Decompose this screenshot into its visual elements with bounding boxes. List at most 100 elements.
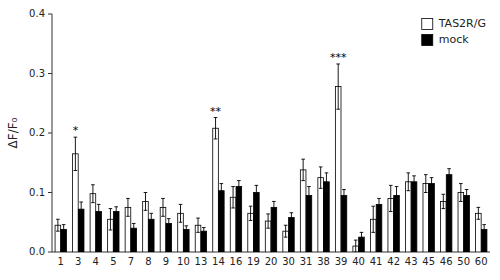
error-bar — [214, 118, 218, 139]
x-tick-label: 16 — [230, 256, 243, 267]
x-axis: 1345789101314161920303138394041424345465… — [52, 252, 490, 267]
error-cap — [459, 201, 463, 202]
error-bar — [249, 206, 253, 220]
error-cap — [290, 222, 294, 223]
error-bar — [202, 228, 206, 235]
error-bar — [430, 178, 434, 190]
error-cap — [371, 232, 375, 233]
error-bar — [132, 223, 136, 233]
error-line — [431, 178, 432, 190]
error-bar — [342, 190, 346, 202]
error-line — [81, 202, 82, 216]
error-line — [308, 187, 309, 205]
bar — [394, 195, 400, 252]
error-line — [396, 187, 397, 205]
error-cap — [202, 227, 206, 228]
error-line — [198, 218, 199, 232]
y-tick-label: 0.0 — [29, 246, 45, 257]
error-bar — [377, 198, 381, 210]
error-bar — [465, 190, 469, 202]
bar — [213, 128, 219, 252]
x-tick-label: 46 — [440, 256, 453, 267]
error-line — [478, 207, 479, 219]
legend-label: TAS2R/G — [438, 17, 486, 30]
error-bar — [62, 225, 66, 235]
bar — [219, 191, 225, 252]
x-tick-label: 8 — [145, 256, 151, 267]
error-line — [379, 198, 380, 210]
x-tick-label: 9 — [163, 256, 169, 267]
y-tick — [48, 133, 52, 134]
error-bar — [395, 187, 399, 205]
error-cap — [62, 234, 66, 235]
error-cap — [342, 201, 346, 202]
error-line — [110, 209, 111, 230]
error-line — [57, 219, 58, 231]
error-cap — [284, 237, 288, 238]
error-line — [127, 198, 128, 216]
significance-marker: * — [73, 124, 79, 137]
error-line — [268, 214, 269, 228]
error-bar — [389, 185, 393, 211]
error-cap — [114, 216, 118, 217]
legend: TAS2R/Gmock — [422, 17, 486, 46]
error-cap — [360, 232, 364, 233]
bar — [306, 195, 312, 252]
error-cap — [424, 192, 428, 193]
error-cap — [424, 174, 428, 175]
error-cap — [371, 206, 375, 207]
error-cap — [255, 199, 259, 200]
error-cap — [132, 223, 136, 224]
error-cap — [412, 175, 416, 176]
error-cap — [477, 219, 481, 220]
error-cap — [179, 204, 183, 205]
error-bar — [442, 194, 446, 208]
error-line — [256, 185, 257, 199]
error-cap — [412, 187, 416, 188]
error-line — [215, 118, 216, 139]
x-tick-label: 5 — [110, 256, 116, 267]
error-cap — [184, 232, 188, 233]
error-cap — [430, 189, 434, 190]
x-tick-label: 7 — [128, 256, 134, 267]
error-cap — [430, 177, 434, 178]
error-cap — [389, 211, 393, 212]
error-line — [92, 185, 93, 203]
error-cap — [442, 208, 446, 209]
error-cap — [307, 186, 311, 187]
error-bar — [477, 207, 481, 219]
y-tick — [48, 14, 52, 15]
error-cap — [149, 213, 153, 214]
x-tick-label: 14 — [212, 256, 225, 267]
y-tick — [48, 192, 52, 193]
error-cap — [447, 180, 451, 181]
x-tick-label: 60 — [475, 256, 488, 267]
error-cap — [301, 180, 305, 181]
bar — [236, 187, 242, 252]
error-bar — [354, 240, 358, 252]
error-line — [390, 185, 391, 211]
error-line — [484, 225, 485, 235]
error-cap — [442, 194, 446, 195]
error-cap — [196, 218, 200, 219]
error-bar — [149, 213, 153, 225]
error-line — [180, 204, 181, 222]
x-tick-label: 20 — [265, 256, 278, 267]
error-bar — [97, 204, 101, 218]
error-line — [355, 240, 356, 252]
plot-area — [55, 64, 487, 252]
error-cap — [126, 216, 130, 217]
error-cap — [97, 218, 101, 219]
bar — [289, 217, 295, 252]
error-line — [408, 173, 409, 191]
bar — [335, 87, 341, 252]
error-cap — [56, 231, 60, 232]
error-cap — [126, 198, 130, 199]
legend-swatch — [422, 35, 433, 46]
error-cap — [249, 206, 253, 207]
error-line — [250, 206, 251, 220]
y-tick — [48, 73, 52, 74]
error-cap — [184, 225, 188, 226]
error-cap — [465, 201, 469, 202]
error-cap — [220, 197, 224, 198]
